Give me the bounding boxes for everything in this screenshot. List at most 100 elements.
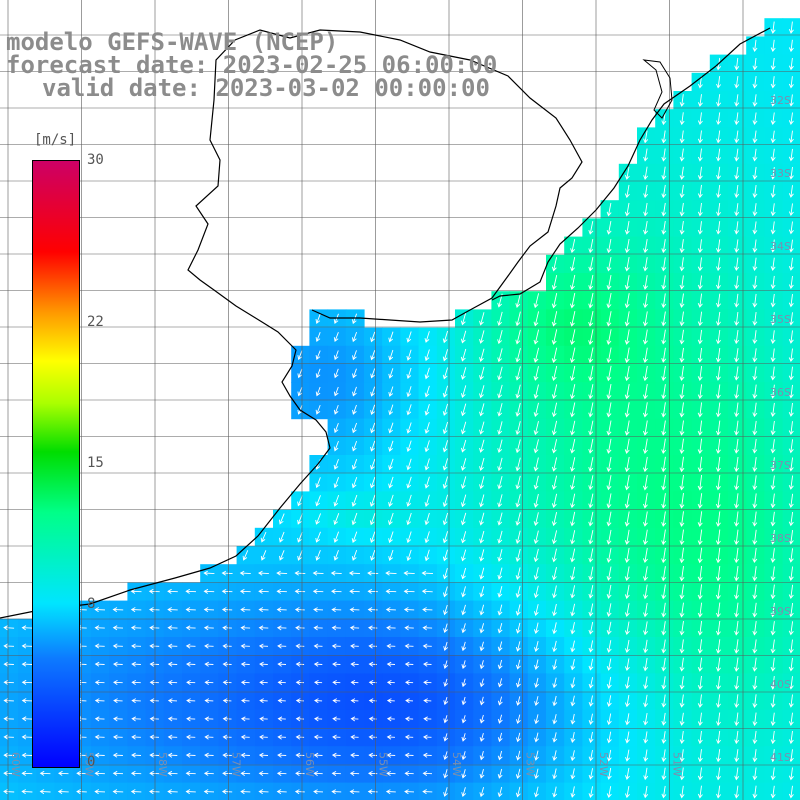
coastline-east bbox=[491, 27, 771, 301]
wind-arrow bbox=[715, 239, 721, 253]
wind-arrow bbox=[167, 734, 178, 740]
wind-arrow bbox=[624, 621, 630, 636]
wind-arrow bbox=[697, 366, 703, 381]
wind-arrow bbox=[679, 257, 685, 272]
wind-arrow bbox=[385, 588, 397, 594]
wind-arrow bbox=[350, 716, 359, 722]
wind-arrow bbox=[406, 512, 412, 526]
wind-arrow bbox=[770, 203, 776, 217]
wind-arrow bbox=[679, 456, 685, 473]
wind-arrow bbox=[112, 607, 124, 613]
wind-arrow bbox=[606, 311, 612, 327]
wind-arrow bbox=[588, 548, 594, 563]
wind-arrow bbox=[588, 677, 594, 689]
wind-arrow bbox=[404, 789, 415, 795]
wind-arrow bbox=[752, 712, 758, 727]
wind-arrow bbox=[770, 76, 776, 89]
wind-arrow bbox=[606, 221, 612, 235]
wind-arrow bbox=[424, 458, 430, 471]
wind-arrow bbox=[643, 639, 649, 654]
wind-arrow bbox=[221, 789, 233, 795]
wind-arrow bbox=[58, 770, 69, 776]
wind-arrow bbox=[661, 365, 667, 382]
wind-arrow bbox=[569, 292, 576, 309]
wind-arrow bbox=[497, 768, 503, 779]
wind-arrow bbox=[241, 698, 250, 704]
wind-arrow bbox=[260, 531, 267, 543]
wind-arrow bbox=[403, 588, 415, 594]
wind-arrow bbox=[624, 347, 630, 364]
wind-arrow bbox=[752, 529, 758, 545]
wind-arrow bbox=[315, 477, 321, 489]
wind-arrow bbox=[423, 698, 432, 704]
wind-arrow bbox=[297, 368, 303, 379]
wind-arrow bbox=[479, 512, 485, 526]
wind-arrow bbox=[240, 771, 251, 776]
wind-arrow bbox=[277, 680, 286, 685]
wind-arrow bbox=[460, 421, 467, 435]
wind-arrow bbox=[679, 731, 685, 744]
wind-arrow bbox=[315, 513, 322, 525]
wind-arrow bbox=[349, 607, 360, 613]
wind-arrow bbox=[258, 752, 269, 758]
wind-arrow bbox=[258, 643, 269, 649]
wind-arrow bbox=[460, 385, 467, 399]
longitude-label: 57W bbox=[230, 752, 243, 777]
wind-arrow bbox=[315, 550, 321, 561]
wind-arrow bbox=[752, 221, 758, 235]
wind-arrow bbox=[39, 770, 51, 776]
wind-arrow bbox=[404, 734, 414, 740]
wind-arrow bbox=[788, 566, 794, 581]
wind-arrow bbox=[370, 331, 376, 343]
wind-arrow bbox=[770, 712, 776, 726]
wind-arrow bbox=[515, 548, 521, 562]
wind-arrow bbox=[479, 786, 485, 798]
wind-arrow bbox=[369, 531, 376, 544]
wind-arrow bbox=[770, 112, 776, 125]
wind-arrow bbox=[588, 457, 594, 472]
wind-arrow bbox=[460, 531, 467, 544]
wind-arrow bbox=[752, 475, 758, 491]
wind-arrow bbox=[131, 734, 141, 740]
wind-arrow bbox=[734, 275, 740, 290]
wind-arrow bbox=[186, 661, 196, 667]
wind-arrow bbox=[770, 257, 776, 271]
wind-arrow bbox=[497, 348, 503, 363]
wind-arrow bbox=[606, 420, 612, 436]
wind-arrow bbox=[624, 293, 630, 309]
wind-arrow bbox=[534, 786, 539, 798]
wind-arrow bbox=[570, 493, 576, 509]
wind-arrow bbox=[333, 386, 339, 397]
lagoon-outline bbox=[642, 59, 673, 119]
wind-arrow bbox=[770, 566, 776, 582]
wind-arrow bbox=[333, 404, 339, 415]
wind-arrow bbox=[697, 221, 703, 235]
wind-arrow bbox=[715, 402, 721, 418]
wind-arrow bbox=[752, 749, 758, 763]
wind-arrow bbox=[442, 330, 449, 344]
wind-arrow bbox=[642, 293, 648, 309]
wind-arrow bbox=[313, 734, 323, 740]
wind-arrow bbox=[551, 420, 558, 436]
wind-arrow bbox=[606, 275, 612, 290]
wind-arrow bbox=[204, 752, 214, 758]
wind-arrow bbox=[715, 566, 721, 582]
wind-arrow bbox=[295, 752, 305, 758]
wind-arrow bbox=[570, 475, 576, 490]
wind-arrow bbox=[423, 716, 432, 722]
wind-arrow bbox=[350, 698, 359, 704]
wind-arrow bbox=[788, 493, 794, 509]
wind-arrow bbox=[313, 643, 323, 649]
wind-arrow bbox=[770, 402, 776, 417]
wind-arrow bbox=[443, 733, 449, 742]
wind-arrow bbox=[715, 311, 721, 326]
wind-arrow bbox=[734, 112, 740, 126]
wind-speed-cell bbox=[782, 782, 800, 800]
wind-arrow bbox=[752, 112, 758, 125]
wind-arrow bbox=[588, 731, 594, 744]
wind-arrow bbox=[661, 456, 667, 473]
wind-arrow bbox=[770, 621, 776, 636]
wind-arrow bbox=[479, 385, 485, 399]
wind-arrow bbox=[679, 694, 685, 708]
